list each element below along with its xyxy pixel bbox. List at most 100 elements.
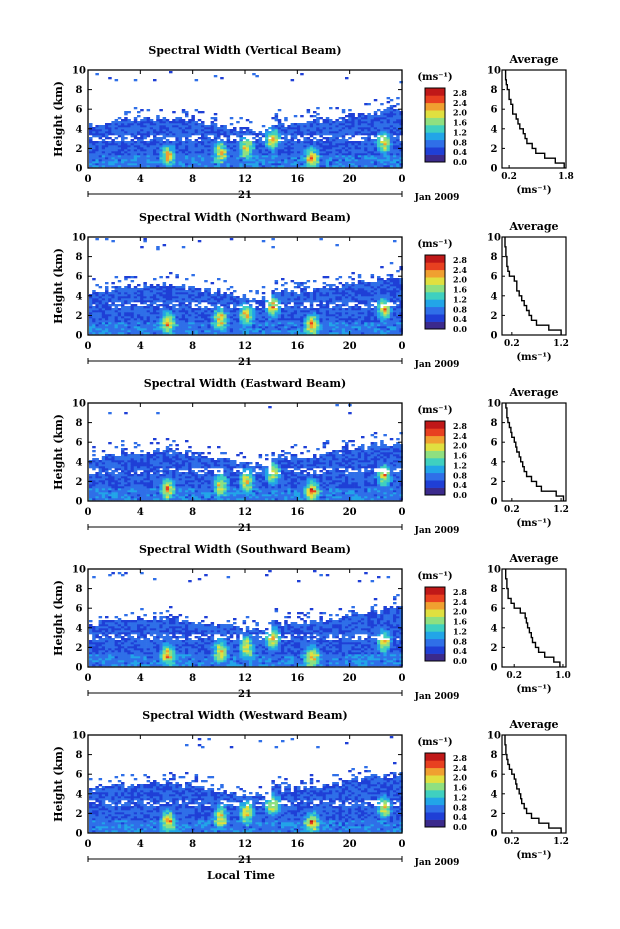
- heatmap-cell: [373, 127, 378, 130]
- colorbar: 0.00.40.81.21.62.02.42.8: [424, 87, 467, 167]
- heatmap-cell: [236, 296, 240, 299]
- heatmap-cell: [300, 127, 304, 130]
- heatmap-cell: [223, 318, 227, 321]
- heatmap-cell: [290, 306, 295, 309]
- heatmap-cell: [143, 123, 147, 126]
- heatmap-cell: [229, 159, 234, 162]
- heatmap-cell: [386, 308, 391, 311]
- heatmap-cell: [95, 316, 99, 319]
- heatmap-cell: [335, 296, 339, 299]
- heatmap-cell: [213, 129, 218, 132]
- heatmap-cell: [133, 478, 138, 481]
- heatmap-cell: [271, 143, 275, 146]
- heatmap-cell: [114, 151, 119, 154]
- heatmap-cell: [354, 157, 359, 160]
- heatmap-cell: [271, 296, 275, 299]
- heatmap-cell: [258, 145, 263, 148]
- heatmap-cell: [284, 149, 288, 152]
- heatmap-cell: [300, 322, 304, 325]
- heatmap-cell: [111, 458, 115, 461]
- heatmap-cell: [197, 147, 202, 150]
- heatmap-cell: [377, 320, 381, 323]
- average-profile-line: [504, 237, 562, 335]
- heatmap-cell: [329, 308, 333, 311]
- date-label: Jan 2009: [414, 360, 460, 370]
- heatmap-cell: [130, 320, 135, 323]
- heatmap-cell: [380, 153, 384, 156]
- heatmap-cell: [316, 141, 320, 144]
- heatmap-cell: [271, 141, 275, 144]
- heatmap-cell: [316, 304, 320, 307]
- heatmap-cell: [89, 304, 93, 307]
- heatmap-cell: [133, 121, 138, 124]
- heatmap-cell: [249, 163, 253, 166]
- heatmap-cell: [249, 147, 253, 150]
- heatmap-cell: [287, 149, 291, 152]
- heatmap-cell: [105, 298, 109, 301]
- heatmap-cell: [114, 314, 119, 317]
- heatmap-cell: [188, 296, 192, 299]
- heatmap-cell: [325, 306, 330, 309]
- heatmap-cell: [172, 143, 176, 146]
- heatmap-cell: [172, 121, 176, 124]
- heatmap-cell: [191, 308, 195, 311]
- heatmap-cell: [357, 147, 362, 150]
- heatmap-cell: [181, 147, 186, 150]
- heatmap-cell: [201, 322, 205, 325]
- heatmap-cell: [210, 117, 215, 120]
- heatmap-cell: [223, 328, 227, 331]
- heatmap-cell: [92, 127, 96, 130]
- heatmap-cell: [351, 330, 355, 333]
- heatmap-cell: [197, 312, 202, 315]
- heatmap-cell: [364, 147, 368, 150]
- heatmap-cell: [98, 131, 103, 134]
- heatmap-cell: [380, 115, 384, 118]
- heatmap-cell: [313, 137, 317, 140]
- heatmap-cell: [217, 149, 221, 152]
- heatmap-cell: [146, 117, 151, 120]
- heatmap-cell: [194, 109, 199, 112]
- heatmap-cell: [335, 147, 339, 150]
- heatmap-cell: [325, 139, 330, 142]
- heatmap-cell: [348, 316, 352, 319]
- heatmap-cell: [130, 310, 135, 313]
- heatmap-cell: [114, 155, 119, 158]
- heatmap-cell: [261, 149, 266, 152]
- heatmap-cell: [341, 149, 346, 152]
- heatmap-cell: [146, 304, 151, 307]
- heatmap-cell: [313, 153, 317, 156]
- heatmap-cell: [172, 149, 176, 152]
- heatmap-cell: [399, 278, 403, 281]
- heatmap-cell: [399, 282, 403, 285]
- heatmap-cell: [367, 284, 371, 287]
- heatmap-cell: [242, 155, 247, 158]
- heatmap-cell: [117, 127, 122, 130]
- heatmap-cell: [284, 316, 288, 319]
- heatmap-cell: [229, 161, 234, 164]
- heatmap-cell: [226, 326, 231, 329]
- heatmap-cell: [399, 151, 403, 154]
- heatmap-cell: [370, 300, 375, 303]
- heatmap-cell: [322, 163, 327, 166]
- heatmap-cell: [265, 165, 269, 168]
- heatmap-cell: [255, 133, 259, 136]
- heatmap-cell: [261, 300, 266, 303]
- heatmap-cell: [124, 412, 128, 415]
- heatmap-cell: [332, 157, 336, 160]
- heatmap-cell: [130, 460, 135, 463]
- heatmap-cell: [162, 304, 167, 307]
- heatmap-cell: [159, 304, 163, 307]
- heatmap-cell: [364, 157, 368, 160]
- heatmap-cell: [133, 484, 138, 487]
- heatmap-cell: [373, 161, 378, 164]
- y-axis-label: Height (km): [52, 248, 65, 324]
- heatmap-cell: [399, 127, 403, 130]
- heatmap-cell: [265, 143, 269, 146]
- heatmap-cell: [357, 119, 362, 122]
- heatmap-cell: [383, 151, 387, 154]
- heatmap-cell: [335, 292, 339, 295]
- heatmap-cell: [229, 153, 234, 156]
- heatmap-cell: [348, 147, 352, 150]
- heatmap-cell: [303, 133, 307, 136]
